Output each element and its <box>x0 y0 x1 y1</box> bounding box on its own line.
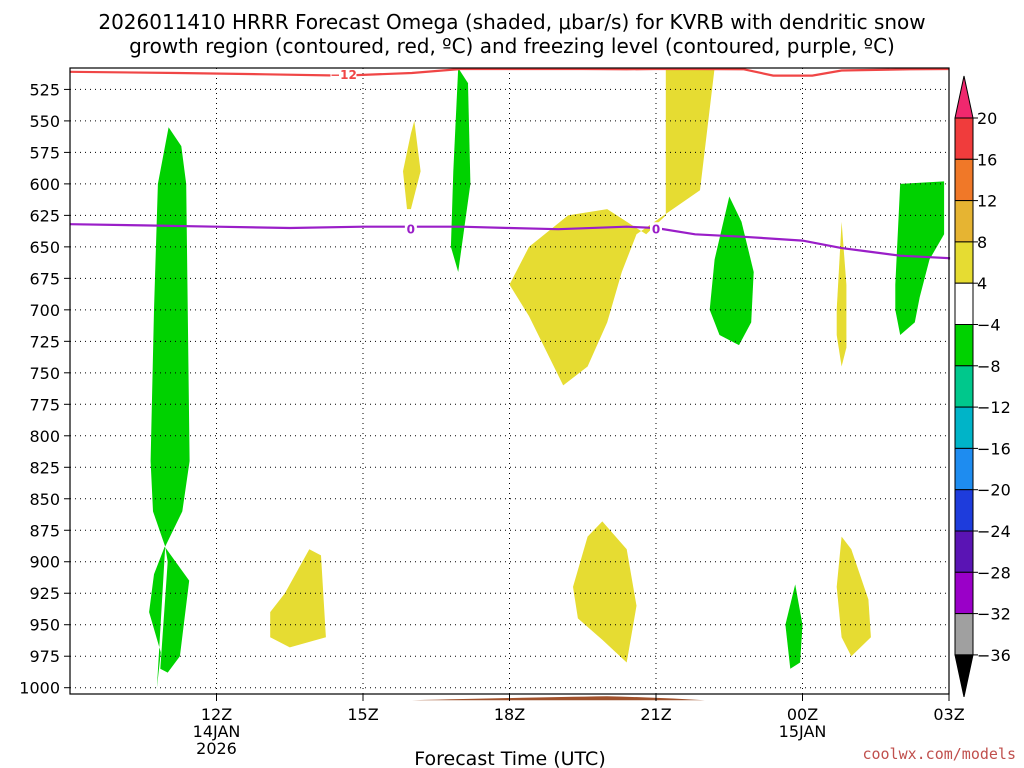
y-tick-label-700: 700 <box>29 301 60 320</box>
colorbar-segment-12 <box>954 571 974 615</box>
colorbar-label-7: −12 <box>977 398 1011 417</box>
colorbar-bottom-triangle <box>954 654 974 698</box>
y-tick-label-775: 775 <box>29 395 60 414</box>
omega-shaded-regions <box>149 68 945 688</box>
terrain-layer <box>411 696 705 701</box>
chart-title-line1: 2026011410 HRRR Forecast Omega (shaded, … <box>98 10 925 34</box>
dgz-contour-label: −12 <box>330 68 357 82</box>
x-tick-sublabel1-12Z: 14JAN <box>193 722 241 741</box>
plot-frame <box>69 67 950 695</box>
freezing-label-bg-1 <box>404 222 417 236</box>
y-tick-label-575: 575 <box>29 143 60 162</box>
x-tick-sublabel1-00Z: 15JAN <box>779 722 827 741</box>
omega-negative-2 <box>450 68 471 272</box>
omega-positive-6 <box>836 536 871 657</box>
colorbar-label-5: −4 <box>977 316 1001 335</box>
omega-negative-5 <box>895 181 945 335</box>
x-tick-label-15Z: 15Z <box>347 705 378 724</box>
omega-positive-4 <box>573 521 637 663</box>
colorbar-label-3: 8 <box>977 233 987 252</box>
x-tick-label-00Z: 00Z <box>787 705 818 724</box>
colorbar-label-13: −36 <box>977 646 1011 665</box>
colorbar-segment-2 <box>954 158 974 202</box>
colorbar-label-12: −32 <box>977 605 1011 624</box>
colorbar-segment-13 <box>954 613 974 656</box>
plot-area: −12 0 0 <box>69 67 951 701</box>
omega-positive-1 <box>270 549 326 648</box>
y-tick-label-925: 925 <box>29 584 60 603</box>
colorbar-label-1: 16 <box>977 150 997 169</box>
colorbar: 20 16 12 8 4 −4 −8 −12 −16 −20 −24 −28 −32 −36 <box>954 75 1011 698</box>
y-tick-label-825: 825 <box>29 458 60 477</box>
y-tick-label-950: 950 <box>29 616 60 635</box>
x-tick-sublabel2-12Z: 2026 <box>196 739 237 758</box>
y-tick-label-650: 650 <box>29 238 60 257</box>
colorbar-label-10: −24 <box>977 522 1011 541</box>
colorbar-label-4: 4 <box>977 274 987 293</box>
colorbar-segment-10 <box>954 489 974 532</box>
colorbar-segment-7 <box>954 365 974 408</box>
colorbar-segment-11 <box>954 530 974 573</box>
colorbar-label-11: −28 <box>977 563 1011 582</box>
x-axis-label: Forecast Time (UTC) <box>414 748 605 768</box>
colorbar-top-triangle <box>954 75 974 119</box>
y-tick-label-900: 900 <box>29 553 60 572</box>
colorbar-label-2: 12 <box>977 192 997 211</box>
omega-positive-5 <box>836 221 847 367</box>
x-tick-label-18Z: 18Z <box>494 705 525 724</box>
credit-text: coolwx.com/models <box>862 745 1016 763</box>
chart-title-line2: growth region (contoured, red, ºC) and f… <box>129 34 895 58</box>
gridlines <box>70 68 950 694</box>
y-tick-label-550: 550 <box>29 112 60 131</box>
freezing-contour-label-1: 0 <box>407 223 415 237</box>
y-tick-label-800: 800 <box>29 427 60 446</box>
colorbar-segment-9 <box>954 447 974 491</box>
freezing-level-0 <box>69 223 951 260</box>
colorbar-label-6: −8 <box>977 357 1001 376</box>
colorbar-segment-4 <box>954 241 974 284</box>
colorbar-label-8: −16 <box>977 439 1011 458</box>
y-tick-label-850: 850 <box>29 490 60 509</box>
colorbar-segment-3 <box>954 200 974 243</box>
omega-negative-1 <box>149 127 190 688</box>
y-tick-label-875: 875 <box>29 521 60 540</box>
colorbar-label-9: −20 <box>977 481 1011 500</box>
y-tick-label-525: 525 <box>29 80 60 99</box>
y-tick-label-600: 600 <box>29 175 60 194</box>
y-axis: 525 550 575 600 625 650 675 700 725 750 775 800 825 8… <box>19 80 70 698</box>
dgz-minus12 <box>69 67 950 77</box>
y-tick-label-625: 625 <box>29 206 60 225</box>
x-tick-label-21Z: 21Z <box>640 705 671 724</box>
freezing-contour-label-2: 0 <box>652 223 660 237</box>
colorbar-segment-1 <box>954 117 974 160</box>
omega-negative-3 <box>709 196 754 346</box>
y-tick-label-675: 675 <box>29 269 60 288</box>
x-tick-label-03Z: 03Z <box>933 705 964 724</box>
contour-lines: −12 0 0 <box>69 67 951 260</box>
colorbar-label-0: 20 <box>977 109 997 128</box>
x-tick-label-12Z: 12Z <box>201 705 232 724</box>
colorbar-segment-5 <box>954 282 974 326</box>
y-tick-label-975: 975 <box>29 647 60 666</box>
terrain-bump <box>411 696 705 701</box>
omega-negative-4 <box>785 584 803 669</box>
y-tick-label-750: 750 <box>29 364 60 383</box>
colorbar-segment-8 <box>954 406 974 449</box>
freezing-label-bg-2 <box>650 222 662 236</box>
dgz-label-bg <box>330 67 357 81</box>
y-tick-label-1000: 1000 <box>19 679 60 698</box>
omega-positive-2 <box>403 120 421 210</box>
colorbar-segment-6 <box>954 324 974 367</box>
y-tick-label-725: 725 <box>29 332 60 351</box>
